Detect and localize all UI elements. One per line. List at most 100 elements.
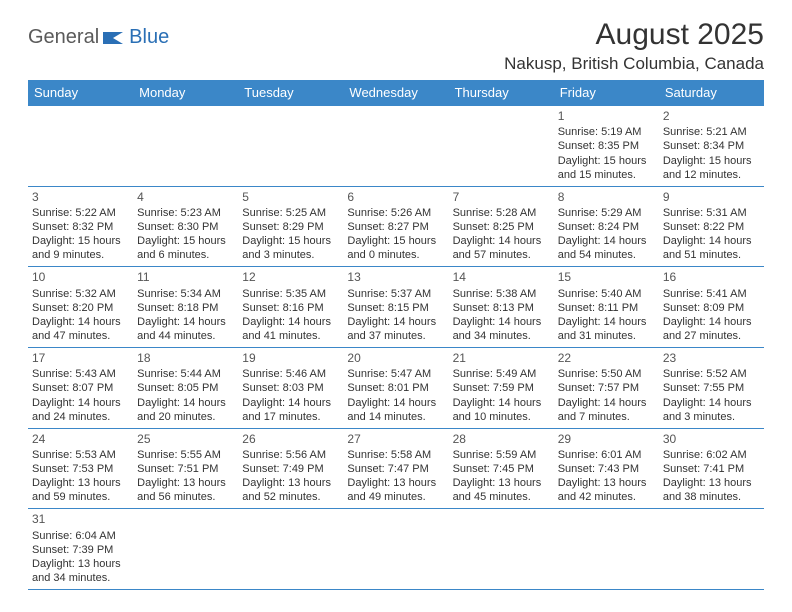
day-header-row: SundayMondayTuesdayWednesdayThursdayFrid… — [28, 80, 764, 106]
daylight-text: Daylight: 14 hours and 7 minutes. — [558, 396, 655, 424]
calendar-cell: 2Sunrise: 5:21 AMSunset: 8:34 PMDaylight… — [659, 106, 764, 187]
sunset-text: Sunset: 8:07 PM — [32, 381, 129, 395]
sunrise-text: Sunrise: 5:58 AM — [347, 448, 444, 462]
calendar-cell: 5Sunrise: 5:25 AMSunset: 8:29 PMDaylight… — [238, 186, 343, 267]
day-number: 5 — [242, 190, 339, 205]
sunset-text: Sunset: 8:03 PM — [242, 381, 339, 395]
sunset-text: Sunset: 7:51 PM — [137, 462, 234, 476]
day-header: Thursday — [449, 80, 554, 106]
daylight-text: Daylight: 14 hours and 41 minutes. — [242, 315, 339, 343]
sunrise-text: Sunrise: 5:49 AM — [453, 367, 550, 381]
daylight-text: Daylight: 14 hours and 17 minutes. — [242, 396, 339, 424]
calendar-cell: 26Sunrise: 5:56 AMSunset: 7:49 PMDayligh… — [238, 428, 343, 509]
calendar-cell: 10Sunrise: 5:32 AMSunset: 8:20 PMDayligh… — [28, 267, 133, 348]
day-header: Friday — [554, 80, 659, 106]
sunrise-text: Sunrise: 5:34 AM — [137, 287, 234, 301]
sunrise-text: Sunrise: 5:55 AM — [137, 448, 234, 462]
sunset-text: Sunset: 7:55 PM — [663, 381, 760, 395]
day-number: 2 — [663, 109, 760, 124]
sunrise-text: Sunrise: 5:41 AM — [663, 287, 760, 301]
sunrise-text: Sunrise: 5:59 AM — [453, 448, 550, 462]
calendar-cell: 21Sunrise: 5:49 AMSunset: 7:59 PMDayligh… — [449, 348, 554, 429]
sunset-text: Sunset: 8:24 PM — [558, 220, 655, 234]
day-number: 10 — [32, 270, 129, 285]
sunrise-text: Sunrise: 5:23 AM — [137, 206, 234, 220]
day-number: 28 — [453, 432, 550, 447]
day-number: 19 — [242, 351, 339, 366]
daylight-text: Daylight: 13 hours and 38 minutes. — [663, 476, 760, 504]
location: Nakusp, British Columbia, Canada — [504, 54, 764, 74]
calendar-cell — [133, 106, 238, 187]
day-number: 1 — [558, 109, 655, 124]
day-number: 14 — [453, 270, 550, 285]
sunrise-text: Sunrise: 5:28 AM — [453, 206, 550, 220]
day-number: 7 — [453, 190, 550, 205]
calendar-cell — [554, 509, 659, 590]
sunrise-text: Sunrise: 5:35 AM — [242, 287, 339, 301]
calendar-cell: 1Sunrise: 5:19 AMSunset: 8:35 PMDaylight… — [554, 106, 659, 187]
daylight-text: Daylight: 14 hours and 44 minutes. — [137, 315, 234, 343]
daylight-text: Daylight: 14 hours and 54 minutes. — [558, 234, 655, 262]
logo: General Blue — [28, 18, 169, 49]
day-header: Tuesday — [238, 80, 343, 106]
calendar-cell: 7Sunrise: 5:28 AMSunset: 8:25 PMDaylight… — [449, 186, 554, 267]
day-number: 26 — [242, 432, 339, 447]
calendar-cell — [238, 509, 343, 590]
day-number: 8 — [558, 190, 655, 205]
daylight-text: Daylight: 14 hours and 10 minutes. — [453, 396, 550, 424]
calendar-table: SundayMondayTuesdayWednesdayThursdayFrid… — [28, 80, 764, 590]
calendar-cell — [238, 106, 343, 187]
calendar-cell — [343, 106, 448, 187]
sunrise-text: Sunrise: 5:50 AM — [558, 367, 655, 381]
sunrise-text: Sunrise: 5:53 AM — [32, 448, 129, 462]
calendar-body: 1Sunrise: 5:19 AMSunset: 8:35 PMDaylight… — [28, 106, 764, 590]
day-number: 15 — [558, 270, 655, 285]
sunset-text: Sunset: 7:39 PM — [32, 543, 129, 557]
daylight-text: Daylight: 13 hours and 52 minutes. — [242, 476, 339, 504]
calendar-cell: 25Sunrise: 5:55 AMSunset: 7:51 PMDayligh… — [133, 428, 238, 509]
daylight-text: Daylight: 14 hours and 3 minutes. — [663, 396, 760, 424]
calendar-week: 3Sunrise: 5:22 AMSunset: 8:32 PMDaylight… — [28, 186, 764, 267]
sunset-text: Sunset: 7:59 PM — [453, 381, 550, 395]
calendar-cell: 28Sunrise: 5:59 AMSunset: 7:45 PMDayligh… — [449, 428, 554, 509]
day-number: 17 — [32, 351, 129, 366]
daylight-text: Daylight: 13 hours and 49 minutes. — [347, 476, 444, 504]
sunset-text: Sunset: 8:35 PM — [558, 139, 655, 153]
calendar-cell: 6Sunrise: 5:26 AMSunset: 8:27 PMDaylight… — [343, 186, 448, 267]
calendar-week: 17Sunrise: 5:43 AMSunset: 8:07 PMDayligh… — [28, 348, 764, 429]
day-number: 24 — [32, 432, 129, 447]
sunrise-text: Sunrise: 5:44 AM — [137, 367, 234, 381]
calendar-cell: 3Sunrise: 5:22 AMSunset: 8:32 PMDaylight… — [28, 186, 133, 267]
sunrise-text: Sunrise: 5:31 AM — [663, 206, 760, 220]
sunrise-text: Sunrise: 5:52 AM — [663, 367, 760, 381]
logo-flag-icon — [103, 30, 125, 46]
day-header: Monday — [133, 80, 238, 106]
sunset-text: Sunset: 8:25 PM — [453, 220, 550, 234]
calendar-cell: 20Sunrise: 5:47 AMSunset: 8:01 PMDayligh… — [343, 348, 448, 429]
title-block: August 2025 Nakusp, British Columbia, Ca… — [504, 18, 764, 74]
sunset-text: Sunset: 8:13 PM — [453, 301, 550, 315]
calendar-cell: 23Sunrise: 5:52 AMSunset: 7:55 PMDayligh… — [659, 348, 764, 429]
calendar-cell: 18Sunrise: 5:44 AMSunset: 8:05 PMDayligh… — [133, 348, 238, 429]
sunrise-text: Sunrise: 5:19 AM — [558, 125, 655, 139]
calendar-cell: 11Sunrise: 5:34 AMSunset: 8:18 PMDayligh… — [133, 267, 238, 348]
day-number: 22 — [558, 351, 655, 366]
sunset-text: Sunset: 8:20 PM — [32, 301, 129, 315]
sunset-text: Sunset: 7:53 PM — [32, 462, 129, 476]
calendar-head: SundayMondayTuesdayWednesdayThursdayFrid… — [28, 80, 764, 106]
calendar-cell — [659, 509, 764, 590]
calendar-cell: 29Sunrise: 6:01 AMSunset: 7:43 PMDayligh… — [554, 428, 659, 509]
header: General Blue August 2025 Nakusp, British… — [28, 18, 764, 74]
day-number: 13 — [347, 270, 444, 285]
sunset-text: Sunset: 8:05 PM — [137, 381, 234, 395]
sunset-text: Sunset: 8:32 PM — [32, 220, 129, 234]
day-header: Saturday — [659, 80, 764, 106]
sunrise-text: Sunrise: 5:47 AM — [347, 367, 444, 381]
sunset-text: Sunset: 8:15 PM — [347, 301, 444, 315]
daylight-text: Daylight: 15 hours and 15 minutes. — [558, 154, 655, 182]
sunrise-text: Sunrise: 6:02 AM — [663, 448, 760, 462]
calendar-cell: 4Sunrise: 5:23 AMSunset: 8:30 PMDaylight… — [133, 186, 238, 267]
daylight-text: Daylight: 14 hours and 27 minutes. — [663, 315, 760, 343]
day-number: 23 — [663, 351, 760, 366]
day-header: Wednesday — [343, 80, 448, 106]
